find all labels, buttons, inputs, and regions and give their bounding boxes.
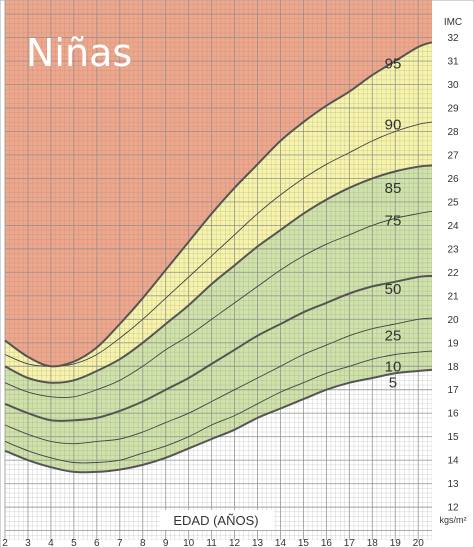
x-tick-label: 16 xyxy=(321,538,333,548)
y-tick-label: 32 xyxy=(447,33,459,44)
percentile-label-95: 95 xyxy=(385,55,402,72)
percentile-label-75: 75 xyxy=(385,213,402,230)
percentile-label-50: 50 xyxy=(385,281,402,298)
x-axis-label: EDAD (AÑOS) xyxy=(173,513,258,528)
x-tick-label: 8 xyxy=(140,538,146,548)
y-tick-label: 26 xyxy=(447,174,459,185)
x-tick-label: 20 xyxy=(413,538,425,548)
y-tick-label: 19 xyxy=(447,338,459,349)
y-tick-label: 27 xyxy=(447,150,459,161)
y-tick-label: 31 xyxy=(447,57,459,68)
y-tick-label: 28 xyxy=(447,127,459,138)
x-tick-label: 2 xyxy=(2,538,8,548)
x-tick-label: 18 xyxy=(367,538,379,548)
percentile-label-85: 85 xyxy=(385,180,402,197)
x-tick-label: 19 xyxy=(390,538,402,548)
y-axis-label: IMC xyxy=(444,17,462,28)
y-tick-label: 22 xyxy=(447,268,459,279)
percentile-label-90: 90 xyxy=(385,116,402,133)
y-tick-label: 12 xyxy=(447,503,459,514)
y-tick-label: 21 xyxy=(447,291,459,302)
y-axis-unit: kgs/m² xyxy=(440,515,467,525)
x-tick-label: 6 xyxy=(94,538,100,548)
y-tick-label: 16 xyxy=(447,409,459,420)
x-tick-label: 10 xyxy=(183,538,195,548)
x-tick-label: 3 xyxy=(25,538,31,548)
y-tick-label: 25 xyxy=(447,197,459,208)
y-tick-label: 17 xyxy=(447,385,459,396)
x-tick-label: 5 xyxy=(71,538,77,548)
percentile-label-10: 10 xyxy=(385,358,402,375)
x-tick-label: 17 xyxy=(344,538,356,548)
y-tick-label: 29 xyxy=(447,104,459,115)
x-tick-label: 13 xyxy=(252,538,264,548)
y-tick-label: 18 xyxy=(447,362,459,373)
y-tick-label: 14 xyxy=(447,456,459,467)
x-tick-label: 9 xyxy=(163,538,169,548)
percentile-label-5: 5 xyxy=(389,375,397,392)
x-tick-label: 14 xyxy=(275,538,287,548)
y-tick-label: 15 xyxy=(447,432,459,443)
y-tick-label: 30 xyxy=(447,80,459,91)
x-tick-label: 15 xyxy=(298,538,310,548)
x-tick-label: 7 xyxy=(117,538,123,548)
x-tick-label: 11 xyxy=(206,538,217,548)
y-tick-label: 20 xyxy=(447,315,459,326)
y-tick-label: 24 xyxy=(447,221,459,232)
y-tick-label: 23 xyxy=(447,244,459,255)
y-tick-label: 13 xyxy=(447,479,459,490)
bands-group xyxy=(5,0,432,540)
x-tick-label: 4 xyxy=(48,538,54,548)
chart-title: Niñas xyxy=(26,31,132,75)
x-tick-label: 12 xyxy=(229,538,241,548)
percentile-label-25: 25 xyxy=(385,328,402,345)
